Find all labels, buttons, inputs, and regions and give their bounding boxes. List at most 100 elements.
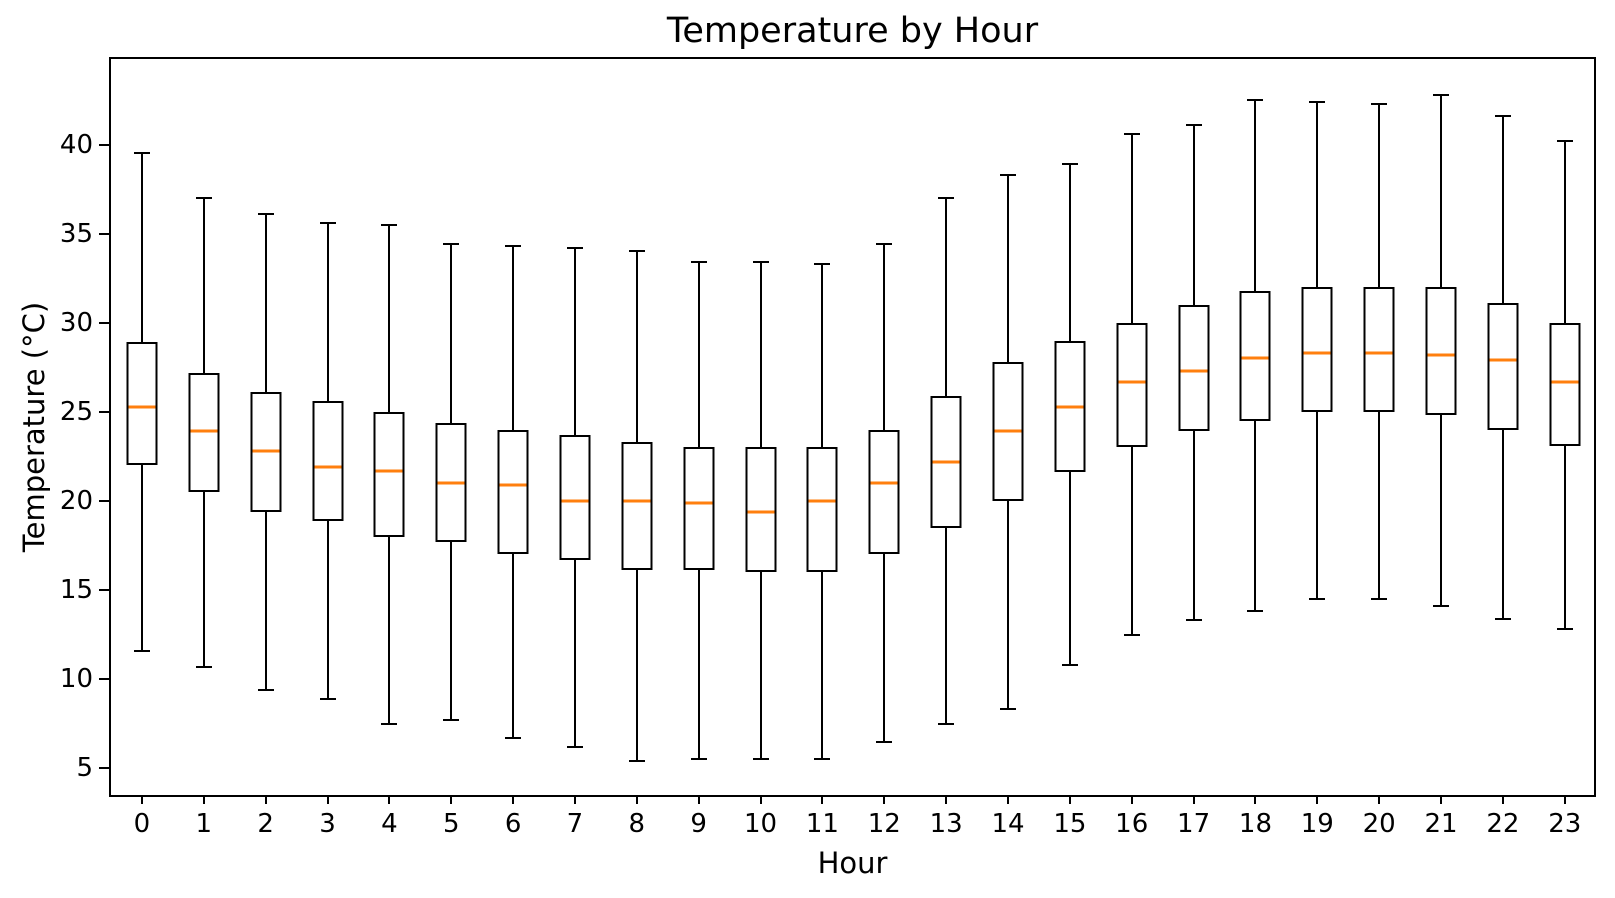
upper-whisker-hour-8 <box>635 251 638 443</box>
lower-cap-hour-9 <box>690 758 707 761</box>
x-axis-label: Hour <box>817 846 888 880</box>
iqr-box-hour-17 <box>1178 304 1210 432</box>
x-tick-label: 2 <box>257 809 274 839</box>
lower-cap-hour-3 <box>319 697 336 700</box>
x-tick-mark <box>140 795 143 804</box>
median-line-hour-21 <box>1427 353 1455 357</box>
x-tick-label: 5 <box>442 809 460 839</box>
lower-whisker-hour-11 <box>821 572 824 760</box>
x-tick-label: 15 <box>1053 809 1087 839</box>
upper-whisker-hour-1 <box>202 198 205 373</box>
lower-whisker-hour-0 <box>140 465 143 651</box>
upper-whisker-hour-0 <box>140 153 143 343</box>
upper-cap-hour-19 <box>1309 100 1326 103</box>
x-tick-mark <box>326 795 329 804</box>
median-line-hour-8 <box>623 499 651 503</box>
iqr-box-hour-23 <box>1549 322 1581 446</box>
y-tick-mark <box>99 499 109 502</box>
lower-cap-hour-17 <box>1185 619 1202 622</box>
x-tick-label: 16 <box>1115 809 1149 839</box>
median-line-hour-11 <box>808 499 836 503</box>
lower-whisker-hour-21 <box>1440 415 1443 607</box>
lower-cap-hour-13 <box>938 722 955 725</box>
median-line-hour-14 <box>994 429 1022 433</box>
x-tick-label: 17 <box>1177 809 1211 839</box>
x-tick-mark <box>202 795 205 804</box>
x-tick-mark <box>635 795 638 804</box>
iqr-box-hour-18 <box>1239 290 1271 421</box>
upper-cap-hour-16 <box>1123 132 1140 135</box>
y-tick-mark <box>99 589 109 592</box>
lower-whisker-hour-8 <box>635 570 638 762</box>
y-axis-label: Temperature (°C) <box>17 301 51 553</box>
upper-cap-hour-22 <box>1494 115 1511 118</box>
lower-whisker-hour-19 <box>1316 411 1319 599</box>
lower-cap-hour-21 <box>1433 605 1450 608</box>
lower-cap-hour-22 <box>1494 617 1511 620</box>
lower-cap-hour-11 <box>814 758 831 761</box>
upper-whisker-hour-21 <box>1440 94 1443 288</box>
upper-cap-hour-21 <box>1433 93 1450 96</box>
lower-cap-hour-12 <box>876 740 893 743</box>
upper-whisker-hour-22 <box>1501 116 1504 304</box>
upper-cap-hour-14 <box>1000 173 1016 176</box>
upper-whisker-hour-20 <box>1378 103 1381 288</box>
upper-cap-hour-10 <box>752 261 769 264</box>
upper-cap-hour-8 <box>628 250 645 253</box>
upper-cap-hour-4 <box>381 223 398 226</box>
x-tick-mark <box>573 795 576 804</box>
upper-cap-hour-12 <box>876 243 893 246</box>
lower-cap-hour-20 <box>1371 597 1388 600</box>
median-line-hour-10 <box>747 510 775 514</box>
upper-cap-hour-15 <box>1061 163 1078 166</box>
x-tick-mark <box>1068 795 1071 804</box>
iqr-box-hour-12 <box>868 429 900 555</box>
upper-cap-hour-1 <box>195 197 212 199</box>
x-tick-mark <box>388 795 391 804</box>
lower-whisker-hour-6 <box>512 554 515 738</box>
lower-cap-hour-18 <box>1247 610 1264 613</box>
iqr-box-hour-3 <box>312 401 343 521</box>
median-line-hour-16 <box>1118 380 1146 384</box>
upper-whisker-hour-15 <box>1068 164 1071 341</box>
iqr-box-hour-20 <box>1363 287 1395 412</box>
x-tick-mark <box>1192 795 1195 804</box>
iqr-box-hour-7 <box>559 435 591 560</box>
x-tick-mark <box>821 795 824 804</box>
upper-cap-hour-2 <box>257 213 274 216</box>
upper-whisker-hour-17 <box>1192 124 1195 305</box>
y-tick-label: 40 <box>59 129 93 160</box>
median-line-hour-18 <box>1241 356 1269 360</box>
y-tick-label: 25 <box>59 396 93 427</box>
x-tick-mark <box>512 795 515 804</box>
median-line-hour-6 <box>499 483 527 487</box>
lower-whisker-hour-22 <box>1501 429 1504 619</box>
y-tick-mark <box>99 678 109 681</box>
median-line-hour-7 <box>561 499 589 503</box>
lower-whisker-hour-10 <box>759 572 762 760</box>
x-tick-label: 9 <box>690 809 707 839</box>
median-line-hour-20 <box>1365 351 1393 355</box>
lower-whisker-hour-9 <box>697 570 700 760</box>
x-tick-label: 20 <box>1362 809 1396 839</box>
x-tick-mark <box>1440 795 1443 804</box>
lower-whisker-hour-13 <box>945 527 948 724</box>
upper-whisker-hour-10 <box>759 262 762 448</box>
y-tick-label: 15 <box>59 575 93 606</box>
median-line-hour-9 <box>685 501 713 505</box>
lower-cap-hour-16 <box>1123 633 1140 636</box>
plot-area: 5 10 15 20 25 30 35 40 0 1 2 3 4 5 6 7 8 9 10 11 12 13 14 15 16 1… <box>60 57 1596 839</box>
lower-whisker-hour-20 <box>1378 411 1381 599</box>
lower-cap-hour-1 <box>195 665 212 668</box>
x-tick-mark <box>945 795 948 804</box>
lower-whisker-hour-4 <box>388 536 391 724</box>
upper-cap-hour-18 <box>1247 98 1264 101</box>
y-tick-label: 10 <box>59 664 93 695</box>
x-tick-label: 7 <box>566 809 584 839</box>
y-tick-label: 20 <box>59 485 93 516</box>
y-tick-mark <box>99 410 109 413</box>
upper-cap-hour-7 <box>566 246 583 249</box>
y-tick-label: 35 <box>59 218 93 249</box>
upper-whisker-hour-19 <box>1316 101 1319 288</box>
